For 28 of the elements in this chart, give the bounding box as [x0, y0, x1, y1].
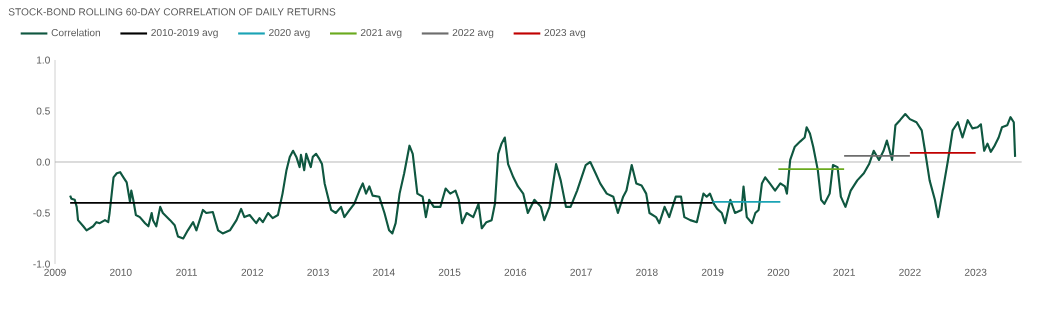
x-tick-label: 2015: [438, 268, 461, 276]
legend-label: 2010-2019 avg: [151, 28, 218, 39]
x-tick-label: 2021: [833, 268, 855, 276]
x-tick-label: 2013: [307, 268, 329, 276]
x-tick-label: 2012: [241, 268, 264, 276]
legend-label: 2021 avg: [360, 28, 402, 39]
legend-label: 2020 avg: [269, 28, 310, 39]
y-tick-label: -0.5: [33, 209, 50, 217]
y-tick-label: 0.5: [36, 107, 50, 115]
chart-title: STOCK-BOND ROLLING 60-DAY CORRELATION OF DAILY RETURNS: [8, 8, 336, 16]
y-tick-label: -1.0: [33, 260, 50, 268]
legend-label: 2023 avg: [544, 28, 586, 39]
y-tick-label: 1.0: [36, 56, 50, 64]
x-tick-label: 2018: [636, 268, 658, 276]
x-tick-label: 2017: [570, 268, 592, 276]
x-tick-label: 2010: [110, 268, 132, 276]
x-tick-label: 2011: [176, 268, 197, 276]
x-tick-label: 2009: [44, 268, 66, 276]
y-tick-label: 0.0: [36, 158, 50, 166]
legend-label: Correlation: [51, 28, 100, 37]
x-tick-label: 2022: [899, 268, 921, 276]
x-tick-label: 2019: [701, 268, 724, 276]
line-series: [69, 112, 1017, 240]
x-tick-label: 2023: [964, 268, 987, 276]
x-tick-label: 2020: [767, 268, 790, 276]
x-tick-label: 2014: [373, 268, 395, 276]
legend-label: 2022 avg: [452, 28, 494, 39]
x-tick-label: 2016: [504, 268, 527, 276]
